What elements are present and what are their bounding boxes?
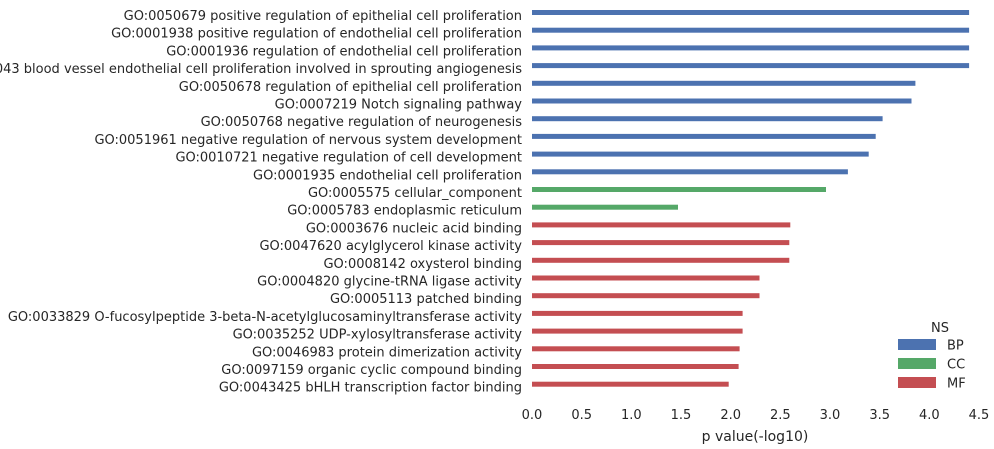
bar-1 [532, 10, 970, 15]
bar-5 [532, 80, 916, 86]
category-label-6: GO:0007219 Notch signaling pathway [275, 98, 523, 113]
bar-17 [532, 293, 760, 299]
x-axis-ticks: 0.0 0.5 1.0 1.5 2.0 2.5 3.0 3.5 4.0 4.5 [522, 408, 990, 423]
legend-swatch-mf [898, 377, 936, 388]
bar-6 [532, 98, 912, 104]
x-tick-label-4: 1.5 [671, 408, 692, 423]
category-label-3: GO:0001936 regulation of endothelial cel… [166, 44, 522, 59]
bar-3 [532, 45, 970, 51]
x-tick-label-9: 4.0 [919, 408, 940, 423]
bar-21 [532, 364, 739, 369]
category-label-5: GO:0050678 regulation of epithelial cell… [179, 80, 522, 95]
legend-title: NS [931, 321, 949, 336]
x-tick-label-10: 4.5 [969, 408, 990, 423]
bar-13 [532, 222, 791, 228]
category-label-19: GO:0035252 UDP-xylosyltransferase activi… [233, 328, 523, 343]
legend-label-bp: BP [947, 339, 964, 354]
legend-label-mf: MF [947, 377, 966, 392]
legend-swatch-cc [898, 358, 936, 369]
category-label-18: GO:0033829 O-fucosylpeptide 3-beta-N-ace… [8, 310, 522, 325]
category-label-8: GO:0051961 negative regulation of nervou… [94, 133, 522, 148]
bar-12 [532, 204, 678, 210]
bar-18 [532, 310, 743, 316]
category-label-1: GO:0050679 positive regulation of epithe… [124, 9, 522, 24]
category-label-9: GO:0010721 negative regulation of cell d… [175, 151, 522, 166]
bar-20 [532, 346, 740, 352]
category-label-22: GO:0043425 bHLH transcription factor bin… [219, 381, 522, 396]
bar-16 [532, 275, 760, 281]
legend-label-cc: CC [947, 358, 965, 373]
category-label-7: GO:0050768 negative regulation of neurog… [201, 115, 523, 130]
bar-4 [532, 63, 970, 69]
category-label-20: GO:0046983 protein dimerization activity [252, 345, 522, 360]
legend-swatch-bp [898, 339, 936, 350]
legend: NS BP CC MF [898, 321, 966, 392]
legend-entries: BP CC MF [898, 339, 966, 392]
category-label-12: GO:0005783 endoplasmic reticulum [287, 204, 522, 219]
category-label-17: GO:0005113 patched binding [330, 292, 522, 307]
bar-15 [532, 257, 790, 263]
category-labels: GO:0050679 positive regulation of epithe… [0, 9, 522, 396]
bar-8 [532, 133, 876, 139]
category-label-21: GO:0097159 organic cyclic compound bindi… [221, 363, 522, 378]
bar-11 [532, 187, 826, 192]
bar-10 [532, 169, 848, 175]
x-tick-label-8: 3.5 [869, 408, 890, 423]
bar-7 [532, 116, 883, 122]
category-label-10: GO:0001935 endothelial cell proliferatio… [253, 168, 522, 183]
x-tick-label-7: 3.0 [820, 408, 841, 423]
category-label-15: GO:0008142 oxysterol binding [323, 257, 522, 272]
category-label-4: GO:0002043 blood vessel endothelial cell… [0, 62, 522, 77]
x-axis-label: p value(-log10) [702, 429, 809, 445]
category-label-16: GO:0004820 glycine-tRNA ligase activity [257, 275, 522, 290]
bar-22 [532, 381, 729, 387]
x-tick-label-1: 0.0 [522, 408, 543, 423]
x-tick-label-2: 0.5 [571, 408, 592, 423]
x-tick-label-5: 2.0 [720, 408, 741, 423]
category-label-13: GO:0003676 nucleic acid binding [306, 221, 522, 236]
bars-layer [532, 10, 970, 387]
x-tick-label-3: 1.0 [621, 408, 642, 423]
bar-14 [532, 240, 790, 246]
category-label-11: GO:0005575 cellular_component [308, 186, 522, 201]
category-label-14: GO:0047620 acylglycerol kinase activity [259, 239, 522, 254]
bar-2 [532, 27, 970, 33]
bar-9 [532, 151, 869, 157]
category-label-2: GO:0001938 positive regulation of endoth… [111, 27, 522, 42]
bar-19 [532, 328, 743, 334]
x-tick-label-6: 2.5 [770, 408, 791, 423]
